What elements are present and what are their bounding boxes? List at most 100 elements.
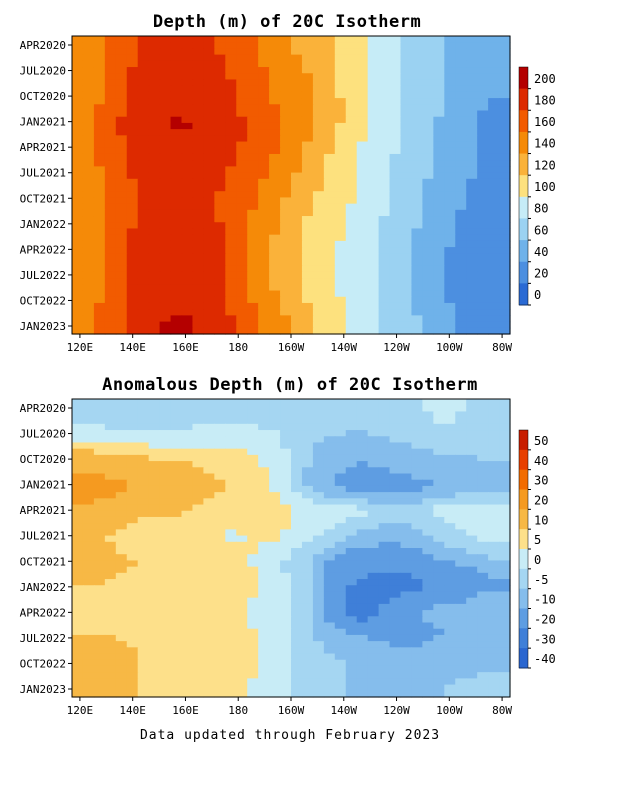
heatmap-cell [422,135,434,143]
heatmap-cell [389,98,402,105]
heatmap-cell [170,48,183,56]
heatmap-cell [378,315,391,323]
heatmap-cell [499,240,511,248]
heatmap-cell [159,247,172,254]
heatmap-cell [422,672,434,679]
heatmap-cell [192,659,204,667]
heatmap-cell [82,485,95,493]
heatmap-cell [356,653,369,661]
heatmap-cell [378,178,391,186]
heatmap-cell [159,616,172,624]
heatmap-cell [214,222,226,230]
heatmap-cell [159,579,172,586]
colorbar-label: -40 [534,652,556,666]
heatmap-cell [181,265,194,273]
heatmap-cell [291,628,303,636]
heatmap-cell [247,147,259,155]
heatmap-cell [400,529,413,537]
heatmap-cell [323,240,336,248]
heatmap-cell [192,247,204,254]
heatmap-cell [192,442,204,450]
heatmap-cell [159,197,172,205]
heatmap-cell [378,60,391,68]
heatmap-cell [488,417,500,425]
heatmap-cell [214,278,226,285]
heatmap-cell [433,79,445,87]
colorbar-swatch [519,549,528,570]
heatmap-cell [367,653,380,661]
heatmap-cell [301,641,314,648]
heatmap-cell [93,591,106,599]
heatmap-cell [115,153,128,161]
heatmap-cell [389,448,402,456]
heatmap-cell [126,67,139,74]
heatmap-cell [115,603,128,611]
heatmap-cell [301,290,314,298]
heatmap-cell [291,479,303,487]
heatmap-cell [126,129,139,136]
heatmap-cell [137,436,150,444]
heatmap-cell [214,153,226,161]
heatmap-cell [422,535,434,543]
heatmap-cell [323,454,336,462]
heatmap-cell [214,591,226,599]
heatmap-cell [466,48,478,56]
heatmap-cell [280,67,292,74]
heatmap-cell [269,228,281,236]
heatmap-cell [345,510,358,518]
heatmap-cell [214,234,226,242]
heatmap-cell [258,467,270,475]
heatmap-cell [269,191,281,199]
heatmap-cell [323,560,336,568]
heatmap-cell [312,665,325,673]
heatmap-cell [148,253,161,261]
heatmap-cell [411,591,423,599]
heatmap-cell [477,535,489,543]
heatmap-cell [269,98,281,105]
heatmap-cell [400,98,413,105]
heatmap-cell [422,278,434,285]
heatmap-cell [323,672,336,679]
heatmap-cell [477,684,489,692]
heatmap-cell [247,209,259,217]
heatmap-cell [82,572,95,580]
heatmap-cell [411,492,423,499]
heatmap-cell [323,690,336,698]
heatmap-cell [181,622,194,630]
heatmap-cell [477,309,489,316]
heatmap-cell [488,535,500,543]
heatmap-cell [477,216,489,223]
heatmap-cell [291,147,303,155]
heatmap-cell [433,665,445,673]
heatmap-cell [422,309,434,316]
heatmap-cell [422,647,434,655]
heatmap-cell [104,430,117,437]
heatmap-cell [115,302,128,310]
heatmap-cell [334,278,347,285]
heatmap-cell [72,191,84,199]
heatmap-cell [389,91,402,99]
y-tick-label: JUL2022 [20,269,66,282]
heatmap-cell [115,321,128,329]
heatmap-cell [258,67,270,74]
heatmap-cell [82,653,95,661]
heatmap-cell [280,265,292,273]
heatmap-cell [225,98,237,105]
heatmap-cell [422,54,434,62]
heatmap-cell [400,647,413,655]
heatmap-cell [400,228,413,236]
heatmap-cell [72,85,84,93]
heatmap-cell [269,129,281,136]
heatmap-cell [345,454,358,462]
heatmap-cell [104,327,117,335]
heatmap-cell [247,603,259,611]
heatmap-cell [82,399,95,406]
heatmap-cell [477,653,489,661]
heatmap-cell [236,309,248,316]
heatmap-cell [499,417,511,425]
heatmap-cell [214,54,226,62]
heatmap-cell [389,73,402,81]
heatmap-cell [323,129,336,136]
heatmap-cell [477,678,489,686]
heatmap-cell [422,91,434,99]
